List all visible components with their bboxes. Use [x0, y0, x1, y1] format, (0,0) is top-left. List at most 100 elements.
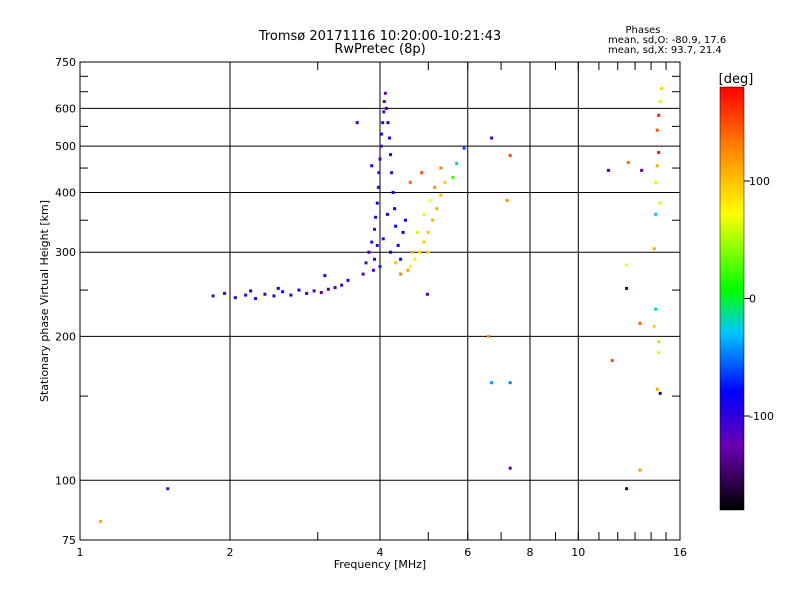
data-point: [272, 294, 276, 298]
data-point: [652, 247, 656, 251]
data-point: [406, 268, 410, 272]
data-point: [655, 128, 659, 132]
data-point: [657, 351, 661, 355]
data-point: [508, 154, 512, 158]
data-point: [373, 227, 377, 231]
data-point: [383, 91, 387, 95]
data-point: [378, 157, 382, 161]
data-point: [508, 381, 512, 385]
data-point: [364, 261, 368, 265]
data-point: [399, 272, 403, 276]
data-point: [658, 100, 662, 104]
data-point: [390, 171, 394, 175]
data-point: [415, 230, 419, 234]
data-point: [384, 106, 388, 110]
data-point: [439, 193, 443, 197]
data-point: [426, 230, 430, 234]
data-points: [99, 87, 664, 523]
x-tick-label: 10: [571, 546, 585, 559]
data-point: [505, 198, 509, 202]
data-point: [408, 180, 412, 184]
x-tick-label: 1: [77, 546, 84, 559]
data-point: [394, 224, 398, 228]
data-point: [625, 263, 629, 267]
data-point: [655, 387, 659, 391]
data-point: [393, 207, 397, 211]
y-axis-label: Stationary phase Virtual Height [km]: [38, 200, 51, 402]
data-point: [439, 166, 443, 170]
data-point: [413, 257, 417, 261]
data-point: [417, 250, 421, 254]
data-point: [389, 250, 393, 254]
data-point: [319, 291, 323, 295]
data-point: [451, 175, 455, 179]
data-point: [428, 198, 432, 202]
data-point: [426, 250, 430, 254]
data-point: [281, 290, 285, 294]
y-tick-label: 600: [55, 102, 76, 115]
data-point: [333, 286, 337, 290]
data-point: [420, 171, 424, 175]
x-tick-labels: 1 2 4 6 8 10 16: [77, 546, 688, 559]
x-tick-label: 8: [527, 546, 534, 559]
data-point: [626, 161, 630, 165]
data-point: [378, 265, 382, 269]
phases-heading: Phases: [625, 25, 660, 36]
colorbar: [719, 86, 745, 511]
x-tick-label: 6: [464, 546, 471, 559]
data-point: [355, 121, 359, 125]
data-point: [394, 261, 398, 265]
data-point: [411, 250, 415, 254]
data-point: [625, 487, 629, 491]
colorbar-tick-label: 100: [749, 175, 770, 188]
data-point: [385, 212, 389, 216]
data-point: [660, 87, 664, 91]
data-point: [99, 519, 103, 523]
data-point: [455, 161, 459, 165]
data-point: [658, 201, 662, 205]
y-tick-labels: 75 100 200 300 400 500 600 750: [55, 56, 76, 547]
data-point: [249, 289, 253, 293]
data-point: [375, 243, 379, 247]
data-point: [253, 297, 257, 301]
data-point: [657, 113, 661, 117]
data-point: [377, 171, 381, 175]
data-point: [382, 110, 386, 114]
tick-marks: [80, 62, 680, 540]
data-point: [370, 240, 374, 244]
x-tick-label: 4: [377, 546, 384, 559]
phases-x-stats: mean, sd,X: 93.7, 21.4: [608, 45, 722, 56]
data-point: [396, 243, 400, 247]
data-point: [223, 291, 227, 295]
data-point: [276, 286, 280, 290]
data-point: [625, 286, 629, 290]
colorbar-ticks: 100 0 -100: [744, 175, 774, 423]
data-point: [166, 487, 170, 491]
data-point: [654, 212, 658, 216]
data-point: [376, 185, 380, 189]
data-point: [399, 257, 403, 261]
data-point: [431, 218, 435, 222]
data-point: [340, 283, 344, 287]
chart-subtitle: RwPretec (8p): [334, 42, 425, 57]
data-point: [610, 359, 614, 363]
data-point: [370, 164, 374, 168]
colorbar-tick-label: -100: [749, 410, 774, 423]
y-tick-label: 75: [62, 534, 76, 547]
y-tick-label: 100: [55, 474, 76, 487]
data-point: [654, 180, 658, 184]
data-point: [388, 136, 392, 140]
chart-title: Tromsø 20171116 10:20:00-10:21:43: [258, 29, 501, 44]
colorbar-tick-label: 0: [749, 293, 756, 306]
data-point: [382, 100, 386, 104]
data-point: [323, 274, 327, 278]
x-tick-label: 16: [673, 546, 687, 559]
data-point: [425, 292, 429, 296]
data-point: [490, 136, 494, 140]
y-tick-label: 500: [55, 140, 76, 153]
data-point: [462, 146, 466, 150]
data-point: [654, 307, 658, 311]
data-point: [312, 289, 316, 293]
data-point: [263, 292, 267, 296]
